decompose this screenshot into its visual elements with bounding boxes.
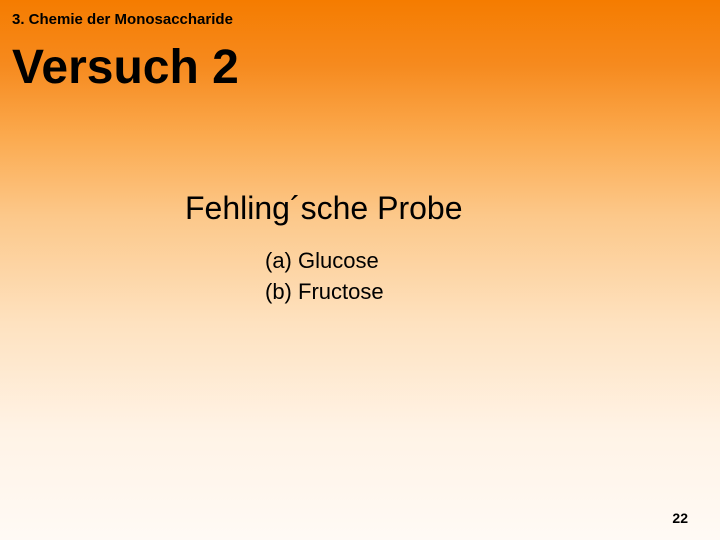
- list-item: (a) Glucose: [265, 246, 384, 277]
- item-list: (a) Glucose (b) Fructose: [265, 246, 384, 308]
- page-number: 22: [672, 510, 688, 526]
- list-item: (b) Fructose: [265, 277, 384, 308]
- slide-subtitle: Fehling´sche Probe: [185, 190, 462, 227]
- slide-title: Versuch 2: [12, 40, 239, 95]
- slide: 3. Chemie der Monosaccharide Versuch 2 F…: [0, 0, 720, 540]
- chapter-heading: 3. Chemie der Monosaccharide: [12, 11, 233, 28]
